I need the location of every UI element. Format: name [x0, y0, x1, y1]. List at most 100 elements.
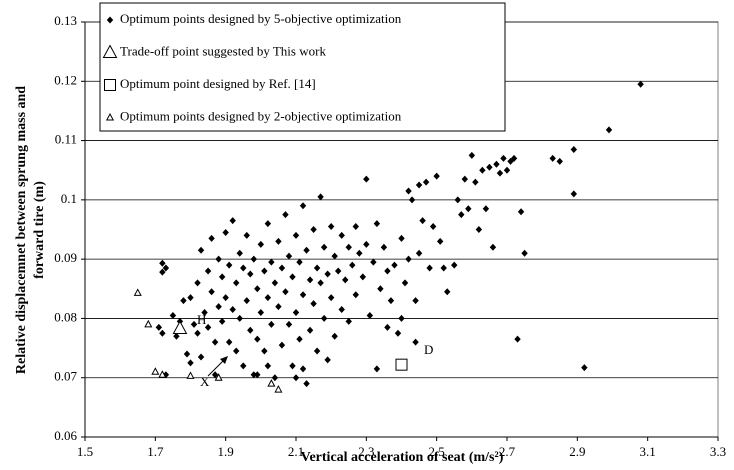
point [310, 300, 317, 308]
point [401, 279, 409, 287]
point [458, 211, 465, 219]
point [514, 335, 521, 343]
point [271, 374, 279, 382]
point [254, 335, 261, 343]
point [465, 205, 472, 213]
point [289, 273, 296, 281]
point [556, 157, 563, 165]
point [201, 309, 208, 316]
point [377, 285, 384, 293]
point [183, 350, 191, 358]
point [387, 297, 395, 305]
point [155, 323, 163, 331]
x-tick-label: 1.5 [77, 444, 93, 459]
y-axis-title: forward tire (m) [32, 181, 47, 279]
point [158, 370, 167, 378]
point [218, 317, 226, 325]
point [570, 145, 578, 153]
point [247, 270, 254, 278]
point [493, 160, 500, 168]
point [292, 231, 300, 239]
point [180, 297, 187, 305]
point [444, 288, 451, 296]
point [144, 319, 153, 328]
y-axis-title: Relative displacemnet between sprung mas… [14, 86, 29, 374]
point [233, 347, 240, 355]
point [324, 270, 331, 278]
point [187, 294, 194, 302]
point [282, 211, 289, 219]
y-tick-label: 0.12 [54, 72, 77, 87]
point [250, 371, 257, 379]
point [194, 279, 201, 287]
point [264, 362, 272, 370]
point [303, 246, 310, 254]
point [233, 279, 240, 287]
point [454, 196, 461, 204]
point [570, 190, 578, 198]
point [507, 157, 514, 165]
x-tick-label: 2.9 [569, 444, 585, 459]
point [225, 338, 233, 346]
point [296, 258, 303, 266]
point [275, 237, 282, 245]
point [433, 172, 440, 180]
point [282, 288, 289, 296]
point [352, 291, 359, 299]
point [352, 223, 359, 231]
y-tick-label: 0.1 [61, 191, 77, 206]
point [503, 166, 511, 174]
point [408, 196, 416, 204]
point [398, 314, 405, 322]
legend-marker [102, 44, 118, 58]
point [489, 243, 497, 251]
point [342, 276, 349, 284]
point [405, 187, 412, 195]
point [412, 297, 419, 305]
point [479, 166, 486, 174]
point [338, 306, 345, 314]
point [299, 202, 307, 210]
point [214, 373, 223, 381]
point [327, 223, 335, 231]
point [159, 268, 166, 276]
point [415, 181, 423, 189]
legend-marker [104, 79, 116, 91]
point [151, 367, 160, 375]
point [412, 338, 419, 346]
point [133, 288, 142, 296]
point [373, 220, 381, 228]
point [173, 332, 180, 340]
point [320, 243, 328, 251]
x-tick-label: 2.5 [429, 444, 445, 459]
point [218, 273, 226, 281]
point [289, 362, 296, 370]
legend-label: Optimum point designed by Ref. [14] [120, 76, 316, 91]
legend-label: Optimum points designed by 2-objective o… [120, 108, 402, 123]
y-tick-label: 0.07 [54, 369, 77, 384]
point [317, 279, 324, 287]
x-tick-label: 2.7 [499, 444, 516, 459]
point [261, 267, 268, 275]
point [405, 255, 412, 263]
annotation-arrowhead [220, 356, 228, 364]
annotation: X [200, 374, 210, 389]
point [257, 309, 265, 316]
point [208, 234, 215, 242]
point [169, 311, 177, 319]
point [486, 163, 493, 171]
point [324, 356, 331, 364]
point [313, 264, 321, 272]
point [240, 362, 247, 370]
legend-marker [106, 16, 114, 24]
point [500, 154, 507, 162]
point [208, 288, 215, 296]
point [345, 317, 352, 325]
point [475, 226, 483, 233]
legend: Optimum points designed by 5-objective o… [99, 2, 506, 132]
point [222, 228, 229, 236]
point [517, 208, 525, 216]
y-tick-label: 0.13 [54, 13, 77, 28]
point [264, 220, 272, 228]
